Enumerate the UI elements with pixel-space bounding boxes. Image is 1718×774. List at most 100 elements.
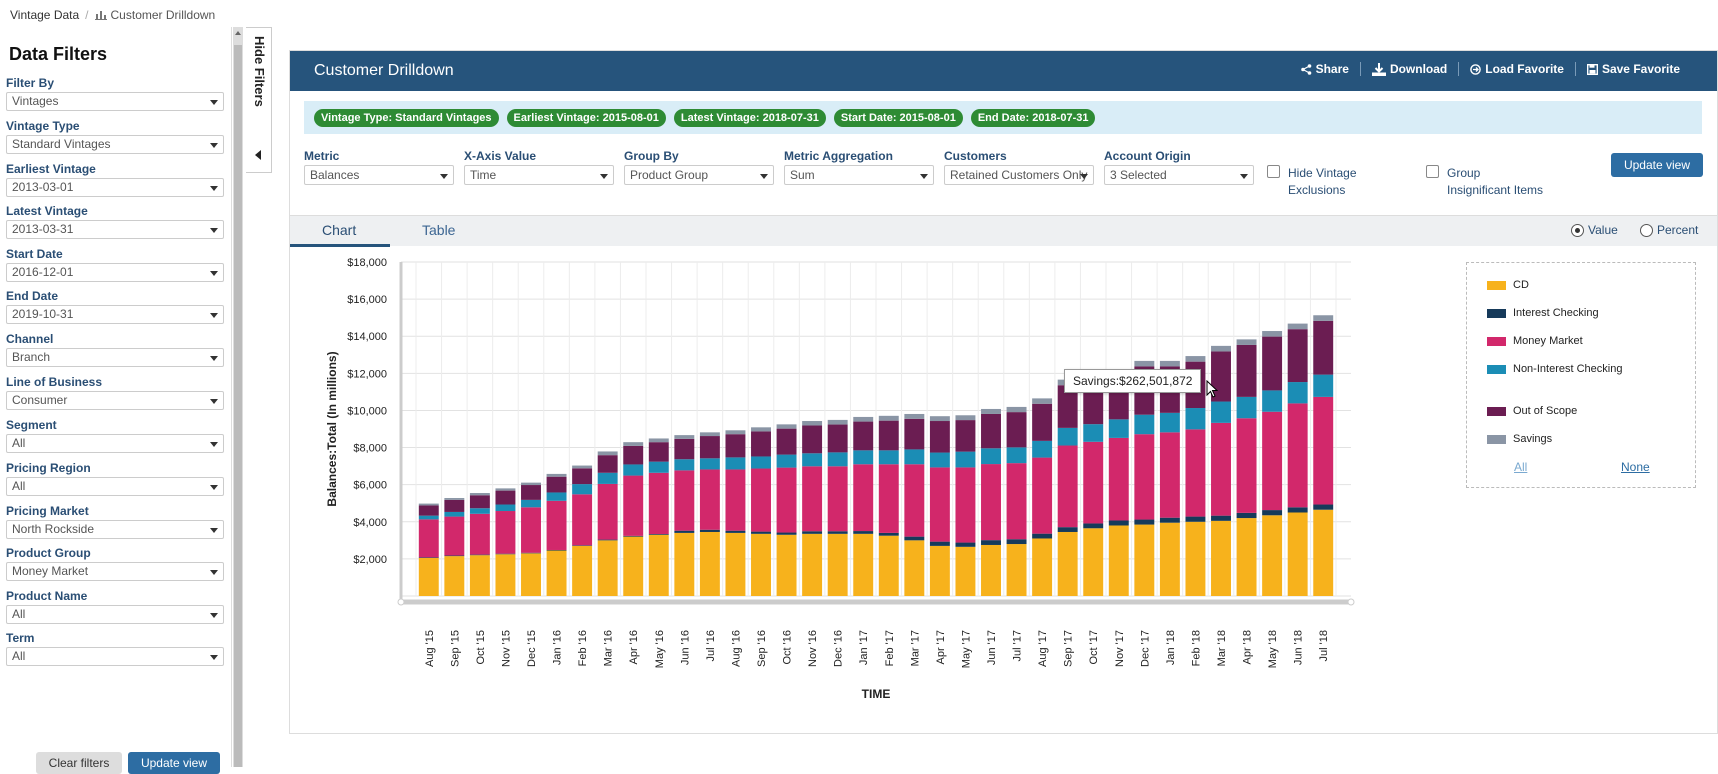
- bar-segment: [597, 455, 618, 473]
- x-axis-select[interactable]: Time: [464, 165, 614, 185]
- checkbox-label-line1: Group: [1447, 166, 1481, 180]
- filter-select[interactable]: 2019-10-31: [6, 305, 224, 324]
- bar-segment: [1262, 515, 1283, 596]
- bar-segment: [418, 505, 439, 516]
- tab-table[interactable]: Table: [422, 222, 456, 238]
- chevron-down-icon: [210, 313, 218, 318]
- filter-select[interactable]: All: [6, 477, 224, 496]
- scroll-up-icon[interactable]: [235, 31, 241, 35]
- legend-swatch: [1487, 407, 1506, 416]
- bar-segment: [827, 466, 848, 532]
- metric-select[interactable]: Balances: [304, 165, 454, 185]
- radio-unselected-icon[interactable]: [1640, 223, 1653, 237]
- filter-select[interactable]: All: [6, 434, 224, 453]
- legend-item[interactable]: CD: [1487, 279, 1529, 292]
- bar-segment: [1211, 345, 1231, 352]
- hide-filters-toggle[interactable]: Hide Filters: [246, 27, 272, 173]
- filter-chip[interactable]: Earliest Vintage: 2015-08-01: [506, 108, 666, 127]
- filter-label: End Date: [6, 289, 59, 303]
- bar-segment: [1006, 412, 1027, 448]
- customers-select[interactable]: Retained Customers Only: [944, 165, 1094, 185]
- filter-select[interactable]: All: [6, 647, 224, 666]
- filter-select[interactable]: 2013-03-01: [6, 178, 224, 197]
- filter-select[interactable]: Vintages: [6, 92, 224, 111]
- bar-segment: [827, 424, 848, 453]
- bar-segment: [495, 554, 516, 596]
- legend-item[interactable]: Out of Scope: [1487, 405, 1577, 418]
- filter-select[interactable]: 2013-03-31: [6, 220, 224, 239]
- bar-segment: [648, 442, 669, 462]
- filter-chip[interactable]: Start Date: 2015-08-01: [833, 108, 963, 127]
- filter-chip[interactable]: Latest Vintage: 2018-07-31: [673, 108, 826, 127]
- bar-segment: [674, 438, 695, 460]
- hide-vintage-exclusions-checkbox[interactable]: Hide Vintage Exclusions: [1267, 165, 1357, 199]
- filter-select[interactable]: Branch: [6, 348, 224, 367]
- download-button[interactable]: Download: [1359, 62, 1458, 76]
- save-favorite-button[interactable]: Save Favorite: [1574, 62, 1691, 76]
- scrollbar-thumb[interactable]: [234, 45, 242, 767]
- x-tick-label: Apr '18: [1242, 630, 1254, 665]
- legend-item[interactable]: Money Market: [1487, 335, 1583, 348]
- bar-segment: [1313, 320, 1334, 375]
- clear-filters-button[interactable]: Clear filters: [36, 752, 122, 774]
- account-origin-select[interactable]: 3 Selected: [1104, 165, 1254, 185]
- bar-segment: [981, 464, 1001, 541]
- filter-value: 2016-12-01: [12, 265, 74, 279]
- sidebar-update-view-button[interactable]: Update view: [128, 752, 220, 774]
- load-favorite-button[interactable]: Load Favorite: [1458, 62, 1575, 76]
- metric-label: Metric: [304, 149, 340, 163]
- filter-select[interactable]: Standard Vintages: [6, 135, 224, 154]
- filter-chip[interactable]: Vintage Type: Standard Vintages: [314, 108, 499, 127]
- legend-none-link[interactable]: None: [1621, 460, 1650, 474]
- filter-select[interactable]: North Rockside: [6, 520, 224, 539]
- x-tick-label: Nov '15: [500, 630, 512, 667]
- checkbox-box[interactable]: [1426, 165, 1439, 178]
- percent-radio[interactable]: Percent: [1640, 223, 1698, 237]
- bar-segment: [572, 484, 593, 495]
- bar-segment: [674, 435, 695, 439]
- tab-chart[interactable]: Chart: [322, 222, 357, 238]
- panel-title: Customer Drilldown: [314, 62, 454, 79]
- group-by-select[interactable]: Product Group: [624, 165, 774, 185]
- filter-start-date: Start Date 2016-12-01: [6, 247, 224, 282]
- share-icon: [1300, 63, 1311, 75]
- group-insignificant-items-checkbox[interactable]: Group Insignificant Items: [1426, 165, 1543, 199]
- metric-aggregation-select[interactable]: Sum: [784, 165, 934, 185]
- filter-select[interactable]: Money Market: [6, 562, 224, 581]
- bar-segment: [1185, 356, 1206, 362]
- y-axis-label: Balances:Total (In millions): [325, 351, 339, 506]
- legend-item[interactable]: Non-Interest Checking: [1487, 363, 1622, 376]
- bar-segment: [521, 499, 541, 508]
- radio-selected-icon[interactable]: [1571, 223, 1584, 237]
- share-button[interactable]: Share: [1290, 62, 1360, 76]
- filter-label: Latest Vintage: [6, 204, 88, 218]
- metric-value: Balances: [310, 168, 360, 182]
- filter-select[interactable]: Consumer: [6, 391, 224, 410]
- filter-select[interactable]: 2016-12-01: [6, 263, 224, 282]
- bar-segment: [1313, 396, 1334, 505]
- bar-segment: [878, 420, 899, 451]
- bar-segment: [1032, 440, 1053, 458]
- legend-all-link[interactable]: All: [1514, 460, 1528, 474]
- legend-item[interactable]: Savings: [1487, 433, 1552, 446]
- checkbox-box[interactable]: [1267, 165, 1280, 178]
- filter-value: 2019-10-31: [12, 307, 74, 321]
- filter-select[interactable]: All: [6, 605, 224, 624]
- value-radio[interactable]: Value: [1571, 223, 1618, 237]
- bar-segment: [1006, 463, 1027, 540]
- bar-segment: [623, 536, 644, 596]
- legend-item[interactable]: Interest Checking: [1487, 307, 1599, 320]
- update-view-button[interactable]: Update view: [1611, 153, 1703, 177]
- breadcrumb-root[interactable]: Vintage Data: [10, 8, 80, 22]
- filter-value: Branch: [12, 350, 51, 364]
- bar-segment: [1236, 518, 1257, 596]
- bar-segment: [1134, 434, 1155, 520]
- bar-segment: [495, 488, 516, 491]
- filter-chip[interactable]: End Date: 2018-07-31: [970, 108, 1096, 127]
- bar-segment: [674, 459, 695, 471]
- group-by-label: Group By: [624, 149, 679, 163]
- bar-segment: [981, 540, 1001, 545]
- sidebar-scrollbar[interactable]: [233, 27, 243, 767]
- filter-line-of-business: Line of Business Consumer: [6, 375, 224, 410]
- filter-label: Channel: [6, 332, 54, 346]
